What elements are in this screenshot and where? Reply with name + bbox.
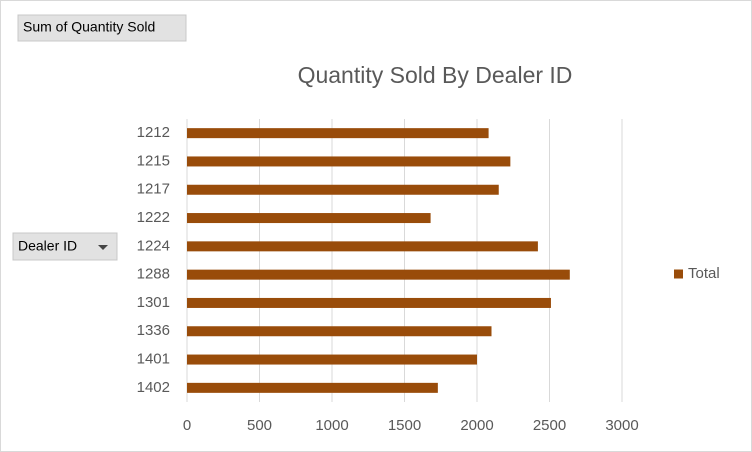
x-tick-label: 1000 — [315, 417, 348, 434]
y-tick-label: 1402 — [137, 379, 170, 396]
value-field-label: Sum of Quantity Sold — [23, 19, 155, 35]
y-tick-label: 1288 — [137, 266, 170, 283]
x-tick-label: 3000 — [605, 417, 638, 434]
bar — [187, 156, 511, 167]
bar — [187, 213, 431, 224]
bar — [187, 241, 538, 252]
bar — [187, 382, 438, 393]
dropdown-arrow — [98, 245, 108, 250]
y-tick-label: 1222 — [137, 209, 170, 226]
x-tick-label: 2000 — [460, 417, 493, 434]
y-tick-label: 1217 — [137, 181, 170, 198]
bar — [187, 326, 492, 337]
value-field-button[interactable]: Sum of Quantity Sold — [17, 14, 187, 42]
y-tick-label: 1401 — [137, 351, 170, 368]
bar — [187, 128, 489, 139]
bar — [187, 269, 570, 280]
x-tick-label: 0 — [183, 417, 191, 434]
legend-swatch — [674, 269, 683, 279]
axis-field-button[interactable]: Dealer ID — [12, 232, 118, 261]
y-tick-label: 1336 — [137, 322, 170, 339]
axis-field-label: Dealer ID — [18, 238, 77, 254]
x-tick-label: 2500 — [533, 417, 566, 434]
y-tick-label: 1301 — [137, 294, 170, 311]
button-bg — [17, 14, 187, 42]
y-tick-label: 1212 — [137, 124, 170, 141]
x-tick-label: 1500 — [388, 417, 421, 434]
x-tick-label: 500 — [247, 417, 272, 434]
bar — [187, 354, 477, 365]
bar — [187, 184, 499, 195]
y-tick-label: 1224 — [137, 237, 170, 254]
y-tick-label: 1215 — [137, 152, 170, 169]
chart-title: Quantity Sold By Dealer ID — [298, 62, 573, 88]
legend-label: Total — [688, 265, 720, 282]
bar — [187, 297, 551, 308]
